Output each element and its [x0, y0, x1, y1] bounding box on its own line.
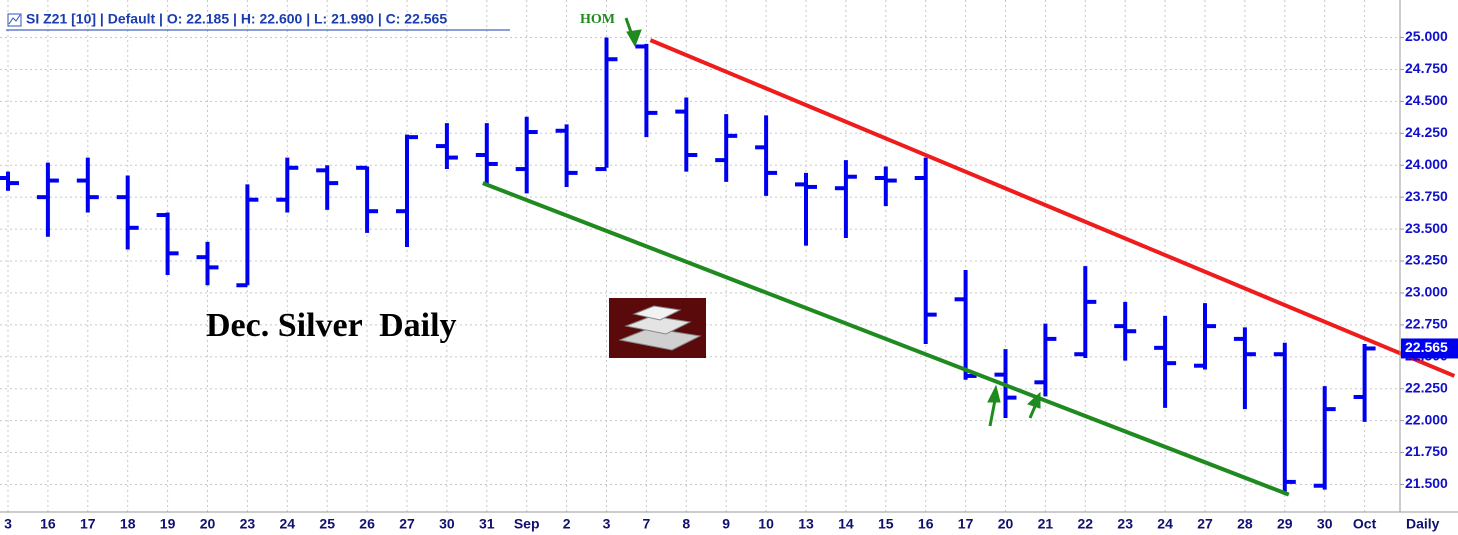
x-tick-label: 21: [1038, 516, 1054, 532]
y-tick-label: 23.750: [1405, 188, 1448, 204]
x-tick-label: 17: [80, 516, 96, 532]
y-tick-label: 25.000: [1405, 28, 1448, 44]
x-tick-label: 26: [359, 516, 375, 532]
x-tick-label: 18: [120, 516, 136, 532]
y-tick-label: 24.500: [1405, 92, 1448, 108]
x-axis-label: Daily: [1406, 516, 1440, 532]
x-tick-label: 3: [603, 516, 611, 532]
x-tick-label: 13: [798, 516, 814, 532]
x-tick-label: Oct: [1353, 516, 1377, 532]
x-tick-label: 15: [878, 516, 894, 532]
y-tick-label: 23.500: [1405, 220, 1448, 236]
y-tick-label: 21.500: [1405, 475, 1448, 491]
y-tick-label: 23.000: [1405, 284, 1448, 300]
x-tick-label: 31: [479, 516, 495, 532]
x-tick-label: 16: [918, 516, 934, 532]
x-tick-label: 22: [1078, 516, 1094, 532]
x-tick-label: 10: [758, 516, 774, 532]
y-tick-label: 23.250: [1405, 252, 1448, 268]
x-tick-label: 24: [280, 516, 296, 532]
marker-text: HOM: [580, 12, 615, 27]
y-tick-label: 22.000: [1405, 411, 1448, 427]
silver-image: [609, 298, 706, 358]
y-tick-label: 22.250: [1405, 379, 1448, 395]
x-tick-label: 25: [319, 516, 335, 532]
x-tick-label: 19: [160, 516, 176, 532]
annotation: Dec. Silver Daily: [206, 307, 457, 344]
x-tick-label: 20: [200, 516, 216, 532]
x-tick-label: 9: [722, 516, 730, 532]
x-tick-label: 7: [643, 516, 651, 532]
x-tick-label: 24: [1157, 516, 1173, 532]
x-tick-label: 20: [998, 516, 1014, 532]
x-tick-label: 3: [4, 516, 12, 532]
x-tick-label: 27: [399, 516, 415, 532]
x-tick-label: 30: [439, 516, 455, 532]
y-tick-label: 24.250: [1405, 124, 1448, 140]
x-tick-label: 8: [682, 516, 690, 532]
x-tick-label: Sep: [514, 516, 540, 532]
x-tick-label: 14: [838, 516, 854, 532]
x-tick-label: 23: [240, 516, 256, 532]
x-tick-label: 27: [1197, 516, 1213, 532]
chart-title: SI Z21 [10] | Default | O: 22.185 | H: 2…: [26, 11, 447, 27]
x-tick-label: 29: [1277, 516, 1293, 532]
x-tick-label: 28: [1237, 516, 1253, 532]
y-tick-label: 22.750: [1405, 316, 1448, 332]
x-tick-label: 2: [563, 516, 571, 532]
x-tick-label: 17: [958, 516, 974, 532]
y-tick-label: 24.750: [1405, 60, 1448, 76]
chart: SI Z21 [10] | Default | O: 22.185 | H: 2…: [0, 0, 1458, 535]
y-tick-label: 21.750: [1405, 443, 1448, 459]
y-tick-label: 24.000: [1405, 156, 1448, 172]
x-tick-label: 16: [40, 516, 56, 532]
x-tick-label: 23: [1117, 516, 1133, 532]
background: [0, 0, 1458, 535]
last-price-label: 22.565: [1405, 339, 1448, 355]
x-tick-label: 30: [1317, 516, 1333, 532]
